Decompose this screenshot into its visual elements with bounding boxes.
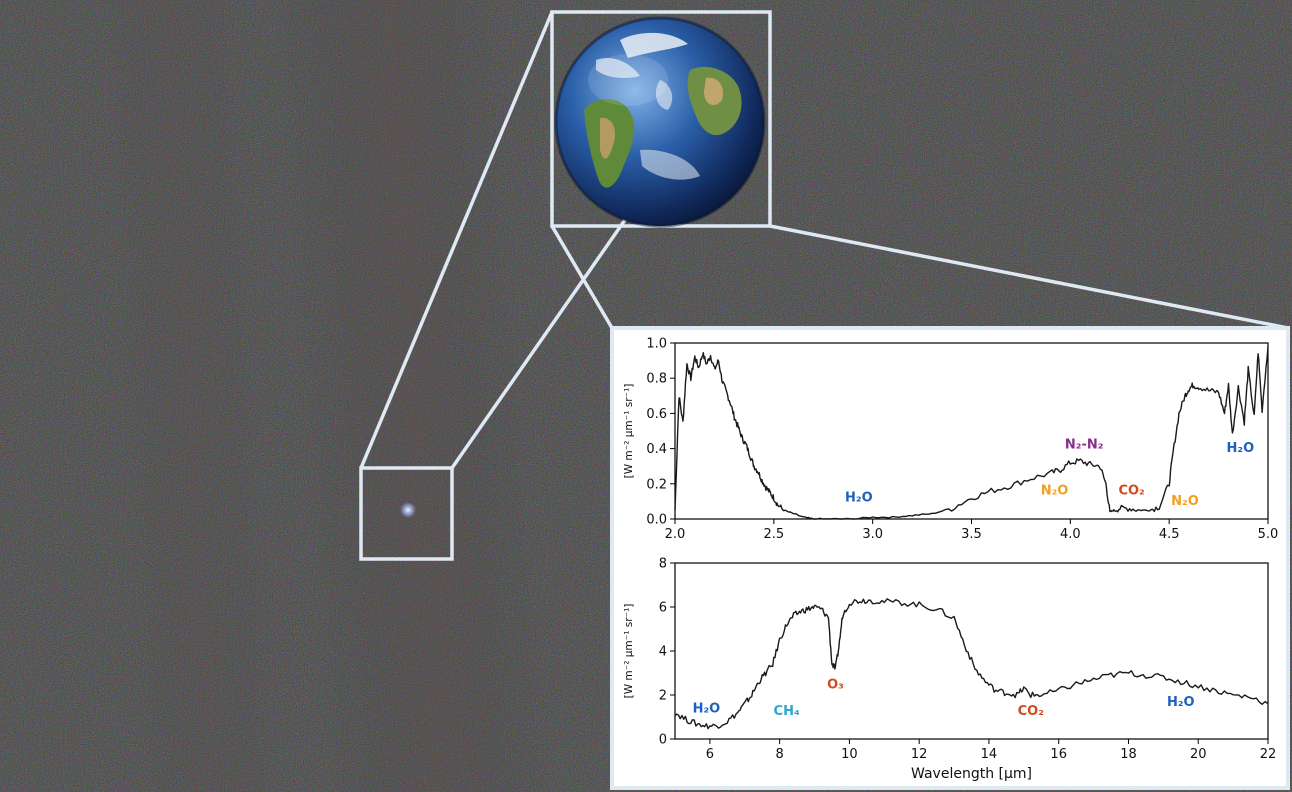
pale-blue-dot (400, 502, 416, 518)
molecule-label: N₂-N₂ (1065, 438, 1104, 453)
molecule-label: N₂O (1171, 494, 1199, 509)
molecule-label: N₂O (1041, 483, 1069, 498)
y-tick-label: 6 (659, 601, 667, 616)
dot-zoom-box (359, 466, 454, 561)
nir-spectrum-chart: 2.0 2.5 3.0 3.5 4.0 4.5 5.0 0.0 0.2 0.4 0.6 0.8 1.0 [… (623, 337, 1278, 543)
molecule-label: O₃ (827, 677, 844, 692)
x-tick-label: 20 (1190, 747, 1207, 762)
y-tick-label: 0.8 (646, 372, 667, 387)
x-tick-label: 5.0 (1258, 527, 1279, 542)
x-tick-label: 22 (1260, 747, 1277, 762)
molecule-label: H₂O (693, 702, 721, 717)
y-tick-label: 4 (659, 645, 667, 660)
x-tick-label: 6 (706, 747, 714, 762)
molecule-label: CO₂ (1118, 483, 1144, 498)
x-tick-label: 12 (911, 747, 928, 762)
y-tick-label: 8 (659, 557, 667, 572)
y-tick-label: 0.4 (646, 442, 667, 457)
zoom-line-right (450, 215, 629, 470)
x-tick-label: 16 (1050, 747, 1067, 762)
y-axis-label: [W m⁻² µm⁻¹ sr⁻¹] (623, 604, 635, 699)
x-tick-label: 4.5 (1159, 527, 1180, 542)
chart-panel-frame (610, 326, 1290, 790)
x-tick-label: 10 (841, 747, 858, 762)
x-tick-label: 3.0 (862, 527, 883, 542)
y-tick-label: 2 (659, 689, 667, 704)
spectrum-line (674, 346, 1269, 520)
mir-spectrum-chart: 6 8 10 12 14 16 18 20 22 0 2 4 6 8 [W m⁻² µm⁻¹ sr⁻¹] Wa… (623, 557, 1276, 783)
x-tick-label: 3.5 (961, 527, 982, 542)
zoom-lines (359, 11, 1289, 470)
y-tick-label: 0 (659, 733, 667, 748)
spectrum-panel: 2.0 2.5 3.0 3.5 4.0 4.5 5.0 0.0 0.2 0.4 0.6 0.8 1.0 [… (610, 326, 1290, 790)
x-tick-label: 2.0 (665, 527, 686, 542)
y-tick-label: 0.0 (646, 513, 667, 528)
molecule-label: CH₄ (774, 704, 800, 719)
molecule-label: H₂O (845, 490, 873, 505)
x-tick-label: 2.5 (763, 527, 784, 542)
zoom-line-left (359, 11, 554, 469)
molecule-label: CO₂ (1018, 704, 1044, 719)
x-tick-label: 4.0 (1060, 527, 1081, 542)
earth-inset (550, 10, 772, 228)
zoom-line-chart-left (550, 225, 614, 329)
y-tick-label: 0.2 (646, 477, 667, 492)
x-tick-label: 18 (1120, 747, 1137, 762)
y-tick-label: 1.0 (646, 337, 667, 352)
x-tick-label: 14 (981, 747, 998, 762)
x-axis-label: Wavelength [µm] (911, 766, 1032, 782)
earth-globe (554, 16, 766, 228)
spectrum-line (674, 598, 1269, 730)
y-tick-label: 0.6 (646, 407, 667, 422)
molecule-label: H₂O (1227, 441, 1255, 456)
y-axis-label: [W m⁻² µm⁻¹ sr⁻¹] (623, 384, 635, 479)
molecule-label: H₂O (1167, 695, 1195, 710)
x-tick-label: 8 (776, 747, 784, 762)
zoom-line-chart-right (769, 224, 1289, 330)
